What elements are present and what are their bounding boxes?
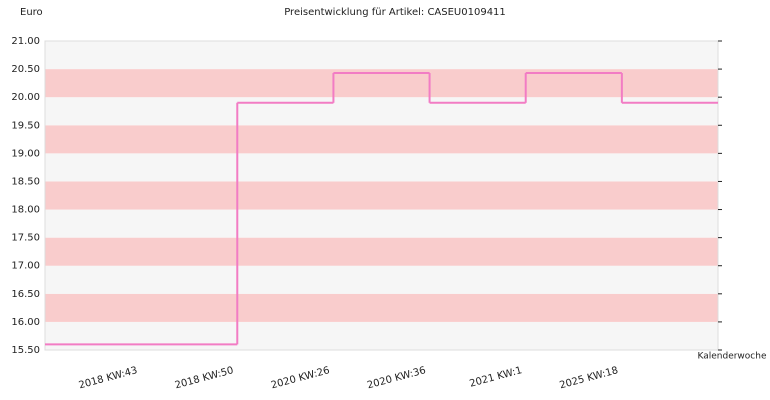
y-tick-label: 19.00 [11, 148, 40, 159]
y-tick-label: 18.00 [11, 205, 40, 216]
y-tick-label: 18.50 [11, 176, 40, 187]
y-tick-label: 17.00 [11, 261, 40, 272]
x-tick-label: 2020 KW:26 [270, 365, 331, 391]
x-tick-label: 2018 KW:50 [174, 365, 235, 391]
y-tick-label: 20.50 [11, 64, 40, 75]
band [45, 125, 718, 154]
x-tick-label: 2020 KW:36 [366, 365, 427, 391]
band [45, 293, 718, 322]
band [45, 237, 718, 266]
y-tick-label: 21.00 [11, 36, 40, 47]
y-axis-label: Euro [20, 7, 43, 18]
y-tick-label: 15.50 [11, 345, 40, 356]
band [45, 265, 718, 294]
plot-border [44, 40, 719, 351]
x-tick-label: 2025 KW:18 [558, 365, 619, 391]
band [45, 153, 718, 182]
band [45, 41, 718, 70]
chart-title: Preisentwicklung für Artikel: CASEU01094… [284, 7, 506, 18]
y-tick-label: 19.50 [11, 120, 40, 131]
band [45, 97, 718, 126]
y-tick-label: 20.00 [11, 92, 40, 103]
x-tick-label: 2018 KW:43 [78, 365, 139, 391]
x-axis-label: Kalenderwoche [697, 352, 766, 362]
y-tick-label: 16.50 [11, 289, 40, 300]
x-tick-label: 2021 KW:1 [468, 365, 523, 390]
band [45, 181, 718, 210]
y-tick-label: 17.50 [11, 233, 40, 244]
y-tick-label: 16.00 [11, 317, 40, 328]
band [45, 209, 718, 238]
band [45, 321, 718, 350]
